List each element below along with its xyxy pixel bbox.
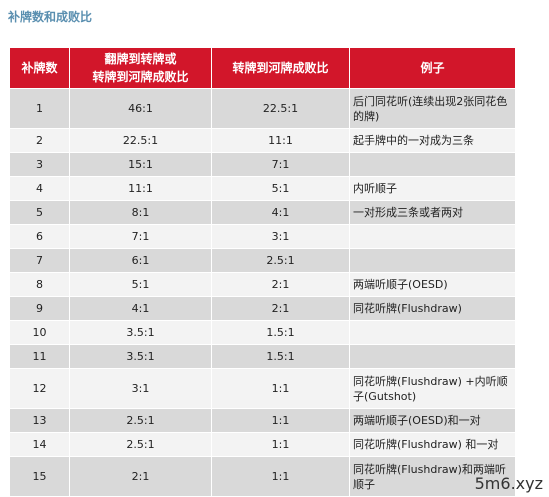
example-cell: 同花听牌(Flushdraw)和两端听顺子: [349, 456, 516, 497]
turn-odds-cell: 2:1: [211, 272, 350, 297]
outs-cell: 7: [9, 248, 70, 273]
table-row: 3 15:1 7:1: [9, 152, 516, 177]
turn-odds-cell: 1:1: [211, 408, 350, 433]
outs-cell: 13: [9, 408, 70, 433]
header-flop-odds: 翻牌到转牌或 转牌到河牌成败比: [69, 47, 212, 89]
outs-cell: 2: [9, 128, 70, 153]
flop-odds-cell: 46:1: [69, 88, 212, 129]
turn-odds-cell: 3:1: [211, 224, 350, 249]
turn-odds-cell: 1:1: [211, 456, 350, 497]
outs-cell: 1: [9, 88, 70, 129]
turn-odds-cell: 2:1: [211, 296, 350, 321]
turn-odds-cell: 11:1: [211, 128, 350, 153]
table-row: 1 46:1 22.5:1 后门同花听(连续出现2张同花色的牌): [9, 88, 516, 129]
table-row: 11 3.5:1 1.5:1: [9, 344, 516, 369]
turn-odds-cell: 7:1: [211, 152, 350, 177]
header-turn-odds: 转牌到河牌成败比: [211, 47, 350, 89]
table-row: 9 4:1 2:1 同花听牌(Flushdraw): [9, 296, 516, 321]
flop-odds-cell: 11:1: [69, 176, 212, 201]
example-cell: 起手牌中的一对成为三条: [349, 128, 516, 153]
example-cell: 同花听牌(Flushdraw) 和一对: [349, 432, 516, 457]
example-cell: 一对形成三条或者两对: [349, 200, 516, 225]
table-row: 15 2:1 1:1 同花听牌(Flushdraw)和两端听顺子: [9, 456, 516, 497]
odds-table: 补牌数 翻牌到转牌或 转牌到河牌成败比 转牌到河牌成败比 例子 1 46:1 22.5…: [9, 47, 516, 497]
turn-odds-cell: 22.5:1: [211, 88, 350, 129]
flop-odds-cell: 5:1: [69, 272, 212, 297]
flop-odds-cell: 2.5:1: [69, 432, 212, 457]
header-example: 例子: [349, 47, 516, 89]
outs-cell: 6: [9, 224, 70, 249]
outs-cell: 15: [9, 456, 70, 497]
flop-odds-cell: 2:1: [69, 456, 212, 497]
outs-cell: 10: [9, 320, 70, 345]
example-cell: [349, 152, 516, 177]
table-header-row: 补牌数 翻牌到转牌或 转牌到河牌成败比 转牌到河牌成败比 例子: [9, 47, 516, 89]
flop-odds-cell: 15:1: [69, 152, 212, 177]
turn-odds-cell: 4:1: [211, 200, 350, 225]
example-cell: 两端听顺子(OESD): [349, 272, 516, 297]
odds-table-wrapper: 补牌数 翻牌到转牌或 转牌到河牌成败比 转牌到河牌成败比 例子 1 46:1 22.5…: [9, 47, 516, 497]
outs-cell: 8: [9, 272, 70, 297]
turn-odds-cell: 1:1: [211, 432, 350, 457]
example-cell: [349, 320, 516, 345]
example-cell: [349, 224, 516, 249]
turn-odds-cell: 1:1: [211, 368, 350, 409]
header-line: 转牌到河牌成败比: [92, 70, 189, 84]
table-row: 6 7:1 3:1: [9, 224, 516, 249]
table-row: 13 2.5:1 1:1 两端听顺子(OESD)和一对: [9, 408, 516, 433]
outs-cell: 5: [9, 200, 70, 225]
table-row: 5 8:1 4:1 一对形成三条或者两对: [9, 200, 516, 225]
outs-cell: 11: [9, 344, 70, 369]
flop-odds-cell: 7:1: [69, 224, 212, 249]
example-cell: 同花听牌(Flushdraw): [349, 296, 516, 321]
flop-odds-cell: 3:1: [69, 368, 212, 409]
example-cell: 同花听牌(Flushdraw) +内听顺子(Gutshot): [349, 368, 516, 409]
turn-odds-cell: 1.5:1: [211, 344, 350, 369]
outs-cell: 3: [9, 152, 70, 177]
turn-odds-cell: 5:1: [211, 176, 350, 201]
outs-cell: 14: [9, 432, 70, 457]
turn-odds-cell: 1.5:1: [211, 320, 350, 345]
flop-odds-cell: 2.5:1: [69, 408, 212, 433]
flop-odds-cell: 22.5:1: [69, 128, 212, 153]
example-cell: [349, 344, 516, 369]
example-cell: 内听顺子: [349, 176, 516, 201]
header-outs: 补牌数: [9, 47, 70, 89]
table-row: 4 11:1 5:1 内听顺子: [9, 176, 516, 201]
flop-odds-cell: 8:1: [69, 200, 212, 225]
table-row: 8 5:1 2:1 两端听顺子(OESD): [9, 272, 516, 297]
header-line: 翻牌到转牌或: [104, 52, 177, 66]
table-row: 14 2.5:1 1:1 同花听牌(Flushdraw) 和一对: [9, 432, 516, 457]
table-caption: 补牌数和成败比: [8, 10, 93, 24]
example-cell: 后门同花听(连续出现2张同花色的牌): [349, 88, 516, 129]
example-cell: 两端听顺子(OESD)和一对: [349, 408, 516, 433]
flop-odds-cell: 3.5:1: [69, 320, 212, 345]
table-row: 10 3.5:1 1.5:1: [9, 320, 516, 345]
outs-cell: 12: [9, 368, 70, 409]
flop-odds-cell: 6:1: [69, 248, 212, 273]
table-row: 2 22.5:1 11:1 起手牌中的一对成为三条: [9, 128, 516, 153]
example-cell: [349, 248, 516, 273]
turn-odds-cell: 2.5:1: [211, 248, 350, 273]
watermark-site: 5m6.xyz: [474, 474, 543, 493]
watermark-logo: [396, 420, 544, 480]
outs-cell: 9: [9, 296, 70, 321]
table-body: 1 46:1 22.5:1 后门同花听(连续出现2张同花色的牌) 2 22.5:1 11:1…: [9, 88, 516, 497]
table-row: 12 3:1 1:1 同花听牌(Flushdraw) +内听顺子(Gutshot): [9, 368, 516, 409]
flop-odds-cell: 3.5:1: [69, 344, 212, 369]
table-row: 7 6:1 2.5:1: [9, 248, 516, 273]
outs-cell: 4: [9, 176, 70, 201]
flop-odds-cell: 4:1: [69, 296, 212, 321]
